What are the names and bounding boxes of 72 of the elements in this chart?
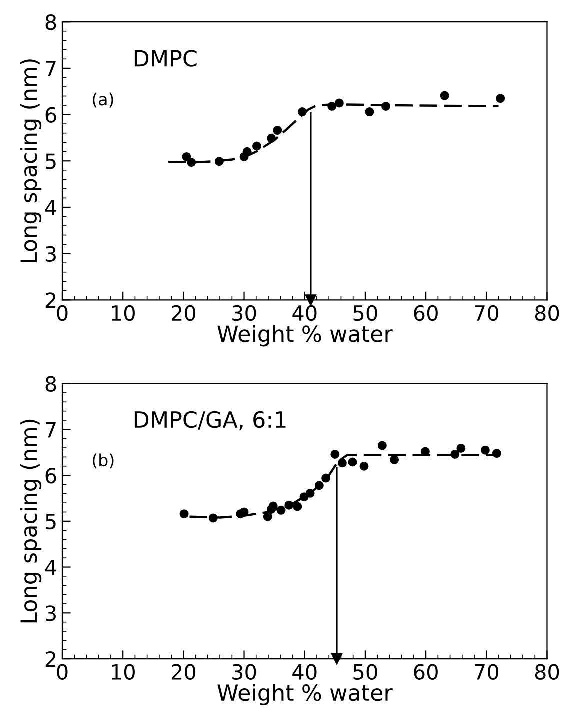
annotation: DMPC/GA, 6:1 [134,411,286,430]
x-tick-label: 0 [57,305,68,322]
point [267,134,276,143]
point [382,102,391,111]
point [187,158,196,168]
point [306,488,315,498]
point [214,157,224,166]
point [252,142,262,151]
x-tick-label: 30 [232,664,256,680]
point [360,462,369,471]
annotation: DMPC [134,50,197,67]
x-tick-label: 50 [354,664,378,680]
point [284,500,294,510]
x-tick-label: 80 [535,305,560,322]
y-tick-label: 4 [45,200,56,216]
y-tick-label: 2 [46,651,56,667]
y-tick-label: 8 [46,376,56,392]
point [182,152,192,162]
point [348,458,358,467]
annotation: (b) [93,454,114,469]
y-tick-label: 3 [46,606,56,622]
x-tick-label: 0 [57,664,68,680]
x-tick-label: 10 [112,305,135,322]
point [263,512,272,522]
x-tick-label: 40 [292,305,317,322]
point [440,91,450,100]
y-tick-label: 6 [46,107,56,124]
point [492,449,502,458]
point [180,510,189,519]
y-tick-label: 4 [45,560,56,576]
y-tick-label: 7 [46,61,56,76]
y-tick-label: 6 [46,468,56,484]
point [365,108,374,117]
x-tick-label: 20 [172,664,196,680]
point [378,441,387,450]
point [208,514,218,523]
point [298,108,307,117]
y-tick-label: 5 [46,514,56,530]
y-tick-label: 2 [46,292,56,308]
y-axis-title: Long spacing (nm) [20,420,42,623]
annotation: (a) [93,92,114,108]
x-tick-label: 40 [292,664,317,680]
x-tick-label: 60 [414,664,438,680]
x-tick-label: 60 [414,305,438,322]
x-axis-title: Weight % water [218,684,393,706]
point [273,126,282,136]
x-tick-label: 50 [354,305,378,322]
point [240,508,249,517]
x-tick-label: 30 [232,305,256,322]
y-tick-label: 8 [46,14,56,30]
point [330,450,340,459]
x-tick-label: 70 [475,664,499,680]
point [334,98,344,108]
y-tick-label: 7 [46,422,56,438]
point [276,506,286,515]
y-tick-label: 5 [46,154,56,170]
point [293,502,302,512]
x-tick-label: 10 [112,664,135,680]
point [496,94,506,104]
point [338,458,347,468]
x-tick-label: 70 [475,305,499,322]
point [328,102,337,111]
x-axis-title: Weight % water [218,325,393,347]
x-tick-label: 80 [535,664,560,680]
point [322,474,331,483]
point [450,450,460,459]
point [480,446,490,455]
y-tick-label: 3 [46,246,56,262]
point [314,481,324,490]
point [456,444,466,453]
x-tick-label: 20 [172,305,196,322]
y-axis-title: Long spacing (nm) [20,60,42,262]
